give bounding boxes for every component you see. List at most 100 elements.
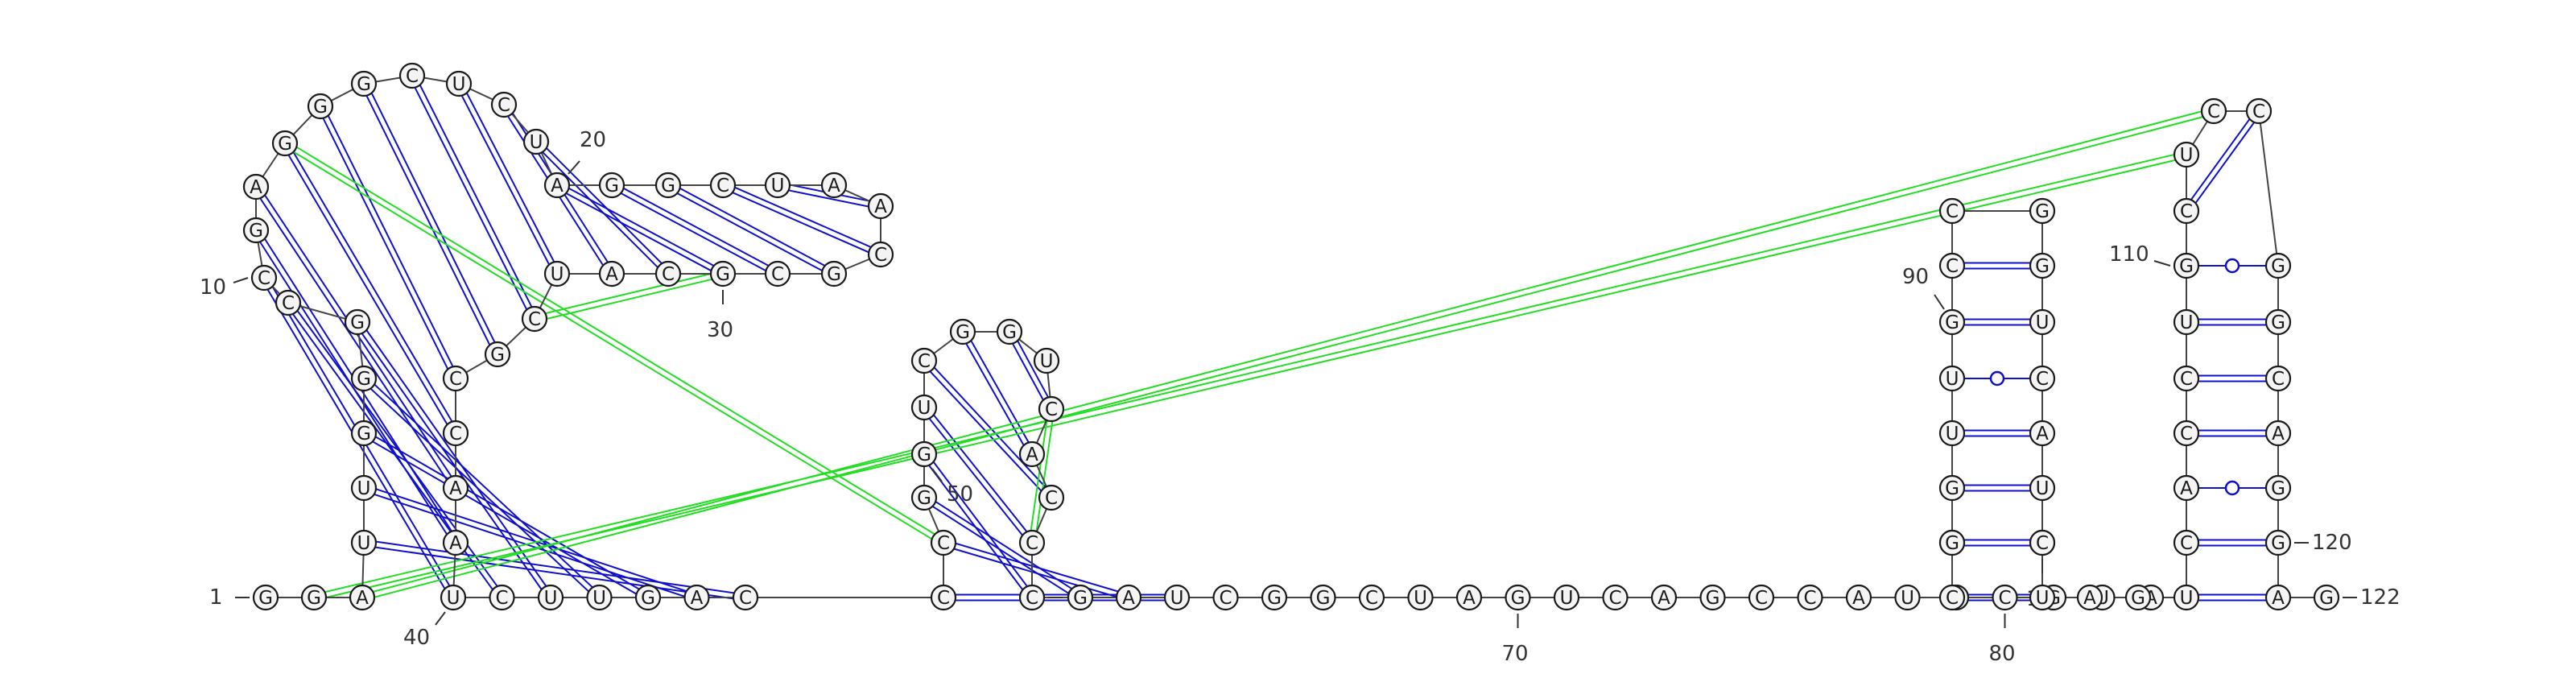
nucleotide-circle	[537, 584, 564, 611]
nucleotide-letter: C	[406, 66, 419, 87]
nucleotide-letter: G	[357, 369, 371, 390]
nucleotide-39: A	[442, 529, 469, 556]
nucleotide-letter: G	[1073, 588, 1088, 609]
nucleotide-circle	[764, 172, 791, 199]
nucleotide-circle	[1358, 584, 1385, 611]
nucleotide-19: U	[522, 128, 550, 155]
nucleotide-circle	[867, 192, 894, 220]
nucleotide-104: U	[2173, 584, 2200, 611]
nucleotide-letter: C	[1219, 588, 1232, 609]
nucleotide-circle	[910, 484, 938, 511]
nucleotide-letter: G	[2179, 256, 2194, 277]
nucleotide-91: C	[1938, 252, 1966, 279]
tertiary-interaction	[362, 113, 2215, 602]
nucleotide-46: C	[732, 584, 759, 611]
nucleotide-28: G	[820, 260, 848, 287]
canonical-pair	[921, 408, 1031, 545]
nucleotide-74: G	[1699, 584, 1726, 611]
nucleotide-109: U	[2173, 308, 2200, 336]
nucleotide-circle	[442, 420, 469, 447]
nucleotide-60: C	[1018, 584, 1046, 611]
nucleotide-circle	[2264, 474, 2292, 502]
nucleotide-70: G	[1505, 584, 1531, 611]
nucleotide-71: U	[1553, 584, 1580, 611]
position-label-30: 30	[707, 318, 733, 342]
nucleotide-76: C	[1797, 584, 1823, 611]
nucleotide-letter: C	[1045, 488, 1058, 509]
nucleotide-circle	[1748, 584, 1775, 611]
nucleotide-letter: G	[917, 445, 931, 465]
nucleotide-circle	[910, 440, 938, 468]
tertiary-interaction	[1028, 408, 1050, 543]
nucleotide-letter: A	[1026, 445, 1038, 465]
nucleotide-16: C	[398, 62, 426, 89]
nucleotide-circle	[1797, 584, 1823, 611]
nucleotide-letter: C	[258, 268, 270, 289]
canonical-pair	[287, 141, 459, 432]
nucleotide-43: U	[586, 584, 613, 611]
nucleotide-circle	[275, 289, 302, 316]
tertiary-interaction	[361, 107, 2214, 596]
canonical-pair	[460, 81, 560, 273]
nucleotide-51: U	[910, 394, 938, 421]
nucleotide-circle	[350, 70, 378, 97]
nucleotide-letter: C	[1026, 588, 1038, 609]
position-label-50: 50	[947, 482, 973, 507]
nucleotide-circle	[1938, 474, 1966, 502]
nucleotide-circle	[2264, 308, 2292, 336]
nucleotide-circle	[910, 394, 938, 421]
nucleotide-letter: G	[641, 588, 655, 609]
tertiary-interaction	[312, 151, 2186, 596]
nucleotide-circle	[2124, 584, 2152, 611]
nucleotide-letter: U	[2036, 312, 2050, 333]
canonical-pair	[721, 187, 880, 258]
nucleotide-9: C	[275, 289, 302, 316]
canonical-pair	[777, 187, 881, 210]
nucleotide-letter: C	[937, 533, 950, 554]
nucleotide-letter: A	[1463, 588, 1476, 609]
nucleotide-circle	[1938, 197, 1966, 225]
nucleotide-circle	[489, 584, 515, 611]
nucleotide-circle	[2029, 420, 2056, 447]
nucleotide-letter: A	[874, 196, 887, 217]
nucleotide-letter: C	[449, 424, 462, 445]
nucleotide-letter: C	[1946, 588, 1959, 609]
position-label-120: 120	[2312, 531, 2352, 555]
nucleotide-circle	[2200, 97, 2227, 125]
nucleotide-94: G	[2029, 252, 2056, 279]
nucleotide-letter: C	[1608, 588, 1621, 609]
nucleotide-letter: G	[956, 322, 970, 343]
nucleotide-47: C	[930, 584, 957, 611]
nucleotide-circle	[2264, 365, 2292, 392]
nucleotide-26: A	[867, 192, 894, 220]
nucleotide-letter: U	[1946, 369, 1959, 390]
nucleotide-93: G	[2029, 197, 2056, 225]
nucleotide-49: G	[910, 484, 938, 511]
nucleotide-letter: A	[828, 176, 840, 196]
nucleotide-circle	[867, 241, 894, 268]
nucleotide-circle	[709, 260, 737, 287]
pair-links	[253, 73, 2278, 602]
nucleotide-circle	[1033, 347, 1060, 374]
nucleotide-circle	[996, 318, 1023, 345]
nucleotide-8: G	[344, 308, 371, 336]
nucleotide-circle	[1699, 584, 1726, 611]
nucleotide-circle	[2029, 308, 2056, 336]
nucleotide-24: U	[764, 172, 791, 199]
nucleotide-circle	[1602, 584, 1629, 611]
nucleotide-118: A	[2264, 420, 2292, 447]
nucleotide-letter: C	[1946, 201, 1959, 222]
wobble-marker	[2224, 480, 2240, 496]
nucleotide-48: C	[930, 529, 957, 556]
canonical-pair	[925, 494, 1083, 596]
nucleotide-95: U	[2029, 308, 2056, 336]
position-label-10: 10	[200, 275, 226, 300]
nucleotide-letter: C	[2207, 101, 2220, 122]
tertiary-interaction	[533, 270, 723, 317]
nucleotide-68: U	[1407, 584, 1434, 611]
nucleotide-letter: U	[1901, 588, 1914, 609]
nucleotide-5: U	[350, 474, 378, 502]
nucleotide-letter: C	[771, 264, 784, 285]
nucleotide-circle	[242, 217, 270, 244]
